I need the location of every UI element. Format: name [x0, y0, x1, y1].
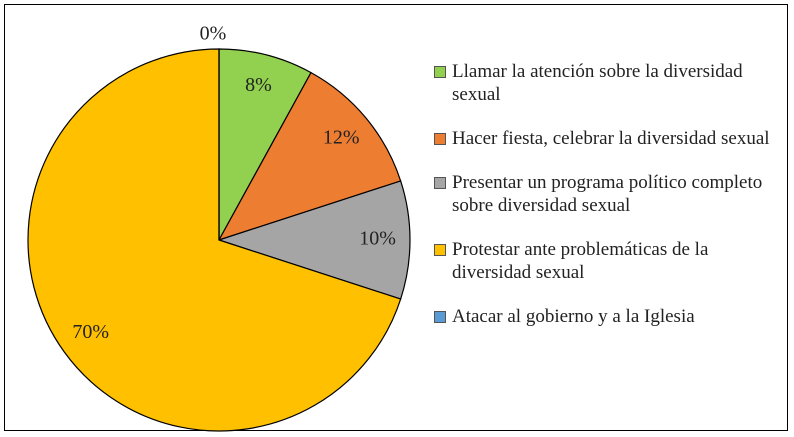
data-label: 8%	[245, 74, 272, 96]
legend-item: Hacer fiesta, celebrar la diversidad sex…	[434, 127, 784, 150]
legend-swatch	[434, 133, 446, 145]
legend-label: Llamar la atención sobre la diversidad s…	[452, 61, 743, 105]
legend-label: Protestar ante problemáticas de la diver…	[452, 239, 709, 283]
pie-slice	[217, 180, 411, 300]
legend-item: Llamar la atención sobre la diversidad s…	[434, 60, 784, 106]
data-label: 10%	[359, 228, 396, 250]
legend-item: Protestar ante problemáticas de la diver…	[434, 238, 784, 284]
chart-frame	[4, 4, 788, 431]
pie-slice	[218, 48, 312, 241]
legend-item: Atacar al gobierno y a la Iglesia	[434, 305, 784, 328]
data-label: 12%	[323, 127, 360, 149]
legend-swatch	[434, 66, 446, 78]
data-label: 0%	[200, 23, 227, 45]
data-label: 70%	[72, 321, 109, 343]
pie-slice	[217, 71, 402, 242]
legend-item: Presentar un programa político completo …	[434, 171, 784, 217]
legend-label: Atacar al gobierno y a la Iglesia	[452, 306, 695, 327]
legend: Llamar la atención sobre la diversidad s…	[434, 60, 784, 349]
legend-swatch	[434, 177, 446, 189]
pie-slice	[27, 48, 402, 432]
legend-label: Presentar un programa político completo …	[452, 172, 763, 216]
legend-swatch	[434, 244, 446, 256]
legend-label: Hacer fiesta, celebrar la diversidad sex…	[452, 128, 770, 149]
legend-swatch	[434, 311, 446, 323]
